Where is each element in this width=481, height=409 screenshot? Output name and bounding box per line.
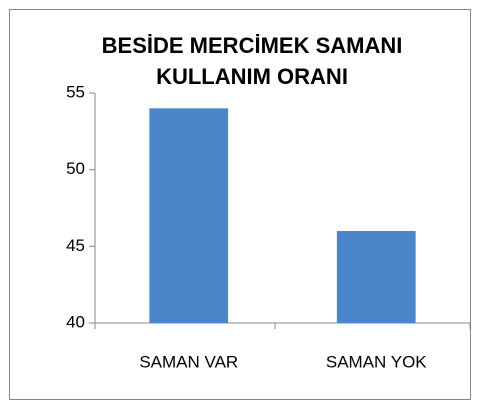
bar (336, 231, 416, 323)
y-tick-label: 45 (66, 236, 85, 255)
y-tick-label: 40 (66, 312, 85, 331)
chart-frame (9, 9, 471, 400)
x-tick-label: SAMAN VAR (139, 352, 238, 371)
chart-title: BESİDE MERCİMEK SAMANI (102, 33, 403, 58)
x-tick-label: SAMAN YOK (326, 352, 427, 371)
y-tick-label: 55 (66, 82, 85, 101)
chart-title: KULLANIM ORANI (156, 64, 348, 89)
bar (149, 108, 229, 323)
y-tick-label: 50 (66, 159, 85, 178)
